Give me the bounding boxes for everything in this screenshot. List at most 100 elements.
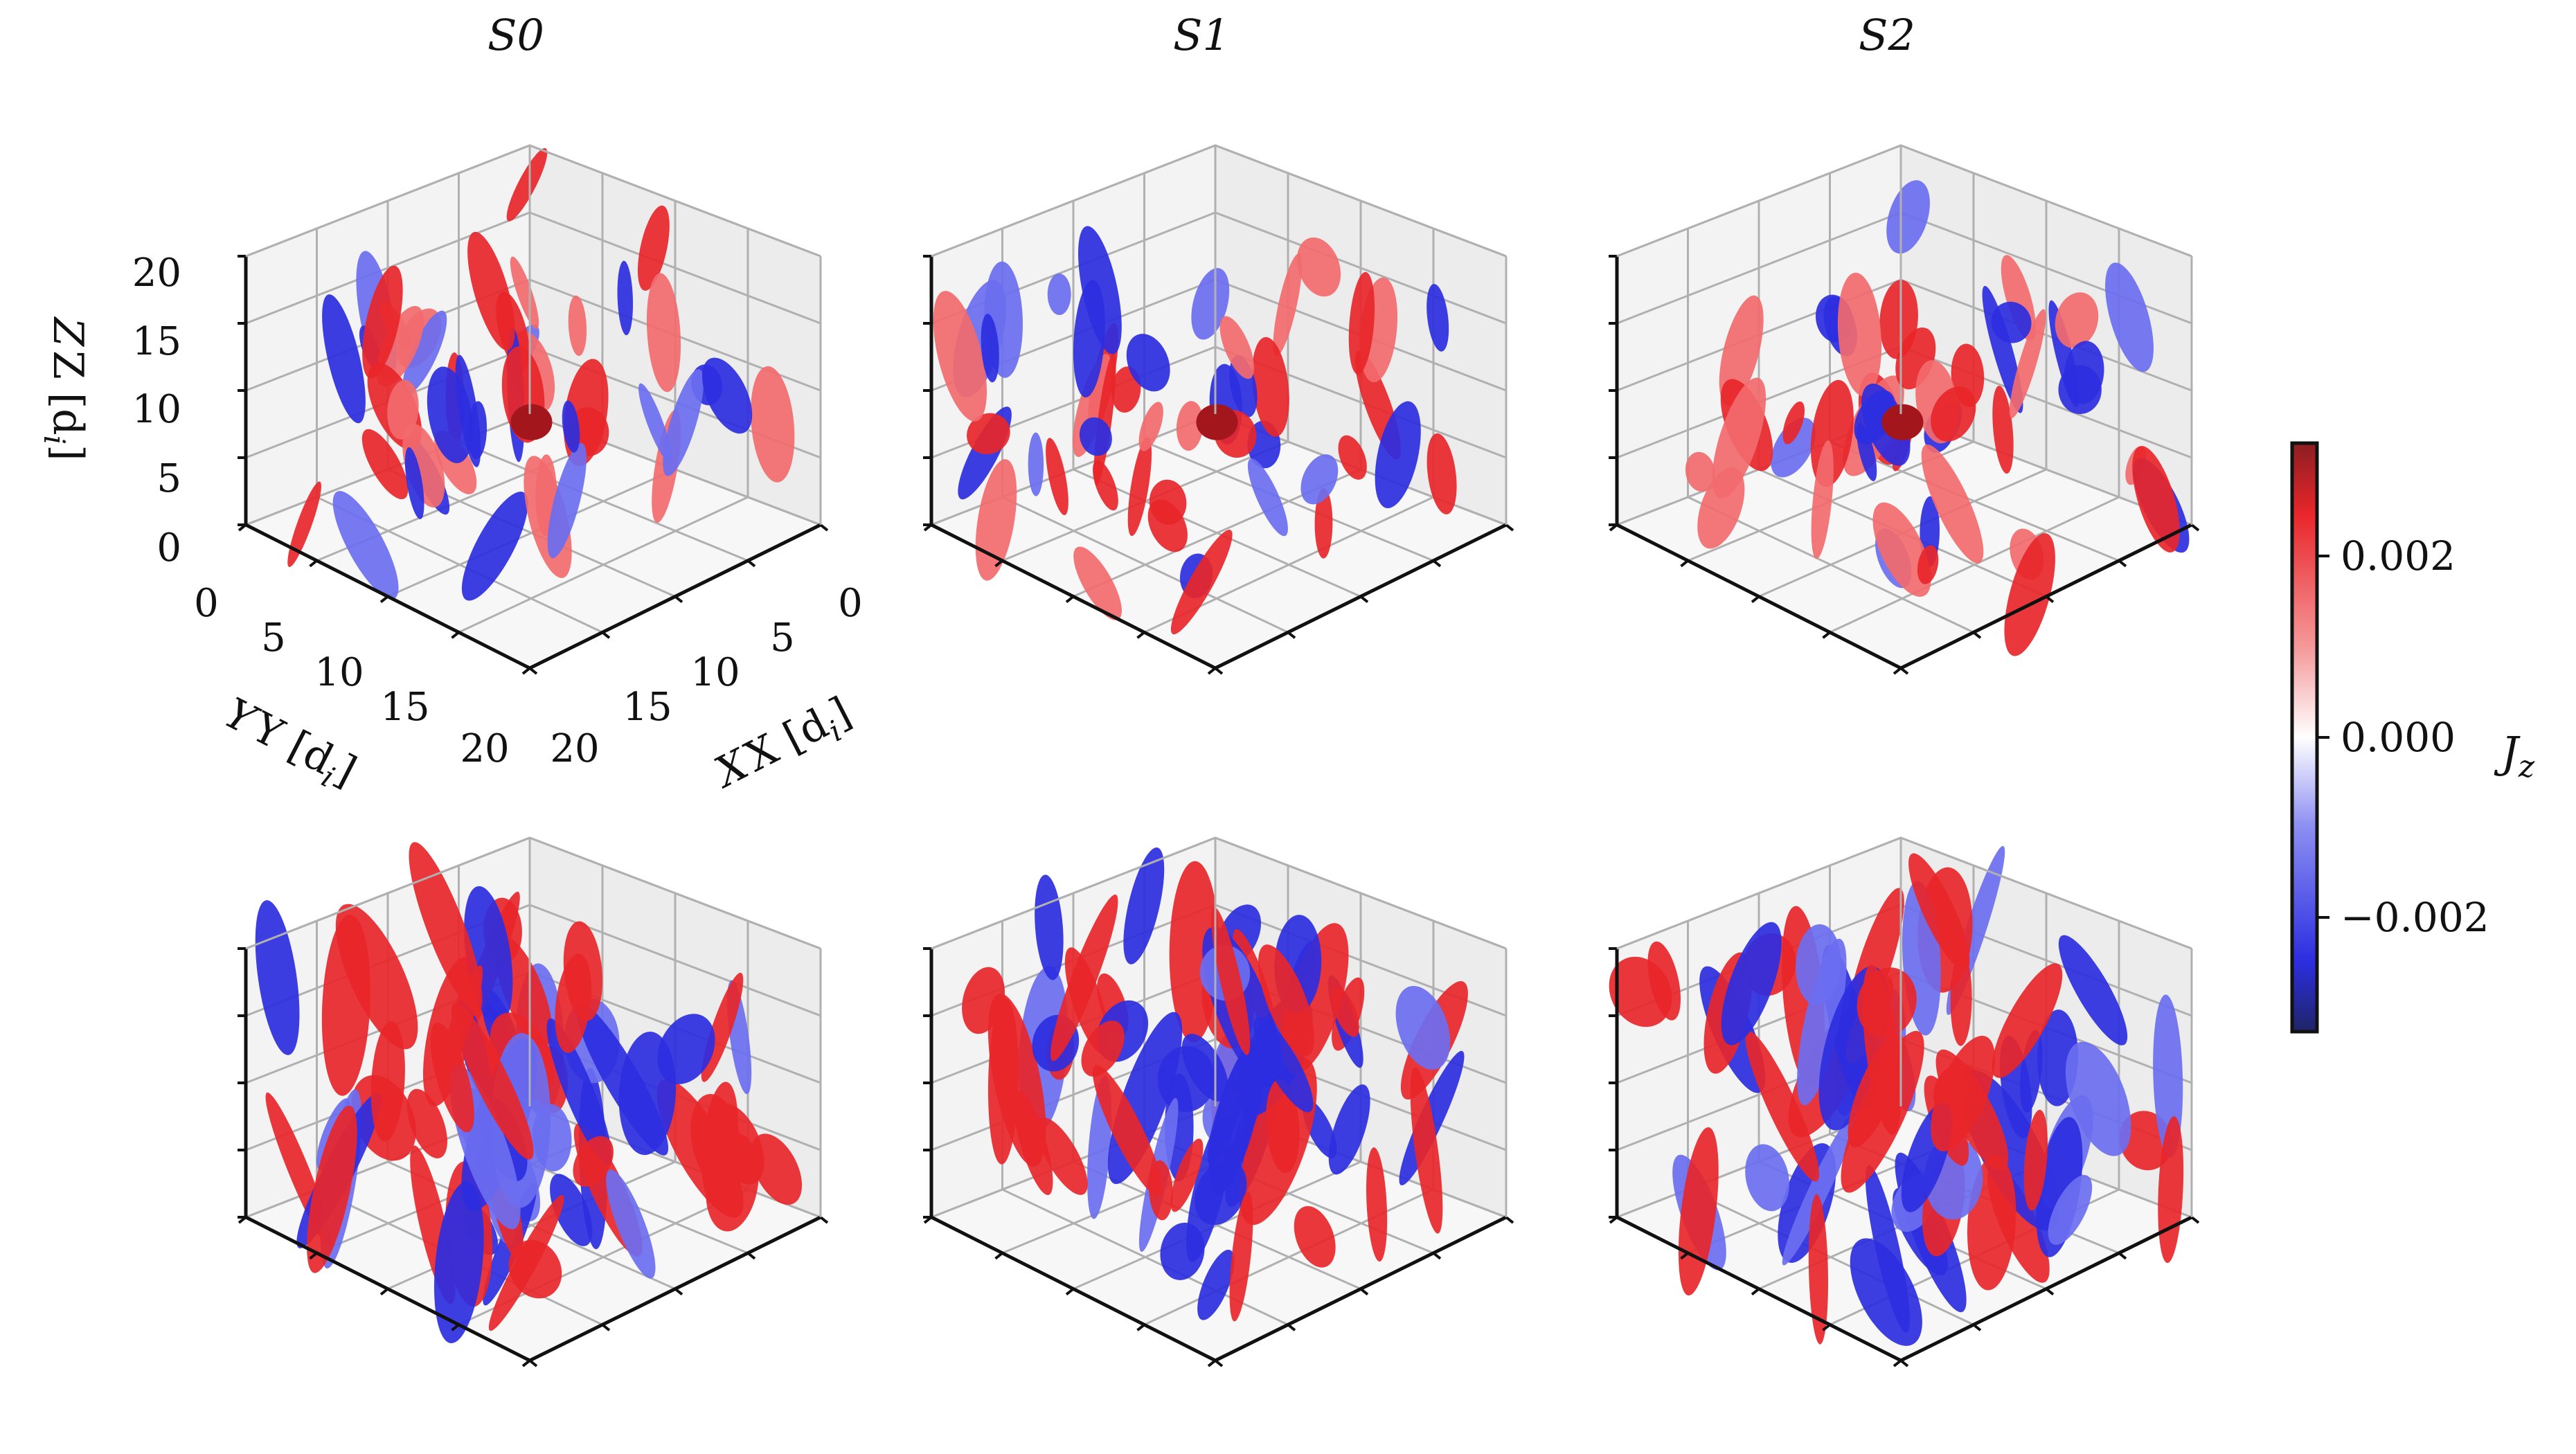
current-sheet-blob [568,295,587,357]
x-tick-15: 15 [623,685,672,730]
y-tick-mark [238,1216,247,1224]
x-tick-mark [1899,667,1909,675]
peak-current-blob [1881,404,1924,440]
current-sheet-blob [2058,935,2128,1045]
colorbar-title: Jz [2494,727,2535,784]
current-sheet-blob [1123,847,1165,964]
y-tick-mark [1207,1359,1217,1367]
current-sheet-blob [1771,418,1816,478]
current-sheet-blob [1160,1222,1205,1280]
y-tick-mark [1136,1323,1145,1331]
current-sheet-blob [1872,502,1931,597]
current-sheet-blob [1745,1144,1789,1212]
current-sheet-blob [1808,1194,1829,1345]
current-sheet-blob [563,921,603,1021]
panel-1 [923,144,1514,675]
current-sheet-blob [451,1003,534,1160]
current-sheet-blob [1037,1117,1088,1195]
y-tick-mark [521,667,531,675]
current-sheet-blob [1647,941,1681,1021]
current-sheet-blob [1931,386,1976,442]
current-sheet-blob [332,491,399,600]
grid-line [1616,211,1902,325]
y-tick-mark [1680,559,1689,568]
current-sheet-blob [2009,309,2046,419]
x-tick-mark [1359,1287,1369,1296]
current-sheet-blob [1294,1205,1336,1268]
y-tick-mark [1609,523,1618,532]
colorbar: 0.002 0.000 −0.002 Jz [2290,441,2535,1034]
x-tick-mark [528,667,538,675]
x-tick-mark [1214,667,1224,675]
current-sheet-blob [1328,1084,1370,1175]
current-sheet-blob [404,447,424,519]
x-tick-mark [746,559,756,568]
current-sheet-blob [1208,1041,1264,1194]
grid-line [458,440,749,562]
x-tick-5: 5 [770,616,795,661]
current-sheet-blob [322,294,366,424]
current-sheet-blob [1210,906,1251,1055]
y-axis-label: YY [di] [214,689,364,802]
x-tick-mark [1505,523,1514,532]
current-sheet-blob [1886,180,1930,254]
current-sheet-blob [981,314,999,383]
current-sheet-blob [1081,1021,1125,1077]
panel-4 [923,836,1514,1367]
current-sheet-blob [1331,987,1359,1037]
current-sheet-blob [987,998,1019,1165]
panel-5 [1609,836,2200,1367]
current-sheet-blob [1191,268,1230,340]
grid-line [458,496,749,634]
z-tick-15: 15 [132,319,181,364]
current-sheet-blob [406,1088,447,1159]
y-tick-mark [1065,1287,1075,1296]
y-tick-mark [1822,631,1831,639]
peak-current-blob [510,404,553,440]
current-sheet-blob [1837,272,1882,397]
current-sheet-blob [657,1014,715,1084]
grid-line [529,211,821,325]
colorbar-label-pos: 0.002 [2341,532,2456,580]
current-sheet-blob [1782,401,1805,445]
current-sheet-blob [1013,1090,1053,1195]
current-sheet-blob [573,1136,614,1187]
grid-line [1073,1160,1361,1290]
current-sheet-blob [1258,944,1315,1057]
x-tick-mark [2190,523,2200,532]
current-sheet-blob [1046,438,1068,516]
current-sheet-blob [1195,1160,1247,1226]
y-tick-mark [379,595,389,604]
colorbar-gradient [2290,441,2319,1034]
grid-line [1215,211,1507,325]
current-sheet-blob [402,310,447,395]
x-tick-mark [2045,1287,2055,1296]
y-tick-mark [994,559,1003,568]
x-tick-mark [2118,559,2127,568]
current-sheet-blob [362,265,403,379]
z-tick-0: 0 [156,526,181,571]
current-sheet-blob [1992,386,2014,474]
current-sheet-blob [2004,533,2055,656]
current-sheet-blob [1197,1249,1235,1320]
x-tick-0: 0 [838,581,863,626]
column-title-s1: S1 [1173,10,1230,60]
x-tick-mark [819,523,829,532]
x-tick-mark [2045,595,2055,604]
y-tick-mark [994,1252,1003,1260]
current-sheet-blob [2058,365,2102,414]
x-tick-mark [1214,1359,1224,1367]
current-sheet-blob [1426,433,1457,514]
panel-3 [238,836,829,1367]
current-sheet-blob [1170,1138,1204,1212]
current-sheet-blob [1426,284,1449,352]
current-sheet-blob [1073,280,1105,398]
x-tick-mark [819,1216,829,1224]
current-sheet-blob [562,400,580,453]
current-sheet-blob [532,1104,572,1172]
current-sheet-blob [2105,262,2154,372]
x-tick-mark [1505,1216,1514,1224]
y-tick-mark [1893,1359,1902,1367]
current-sheet-blob [387,379,419,440]
